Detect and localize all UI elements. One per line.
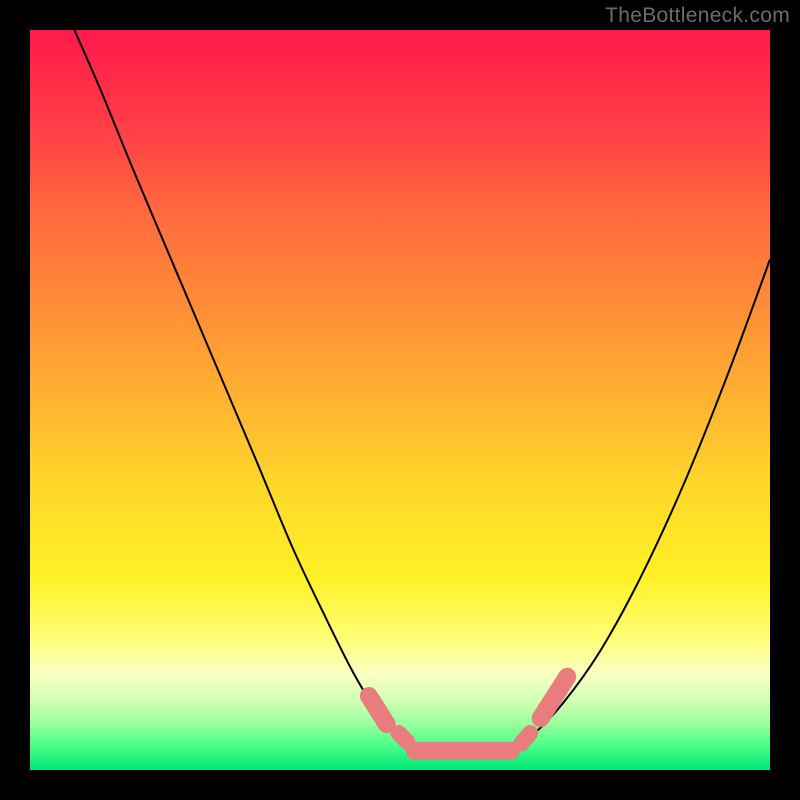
- watermark-label: TheBottleneck.com: [605, 4, 790, 28]
- curve-marker-pill: [399, 733, 408, 742]
- bottleneck-chart: [0, 0, 800, 800]
- chart-stage: TheBottleneck.com: [0, 0, 800, 800]
- curve-marker-pill: [521, 733, 530, 743]
- chart-heat-background: [30, 30, 770, 770]
